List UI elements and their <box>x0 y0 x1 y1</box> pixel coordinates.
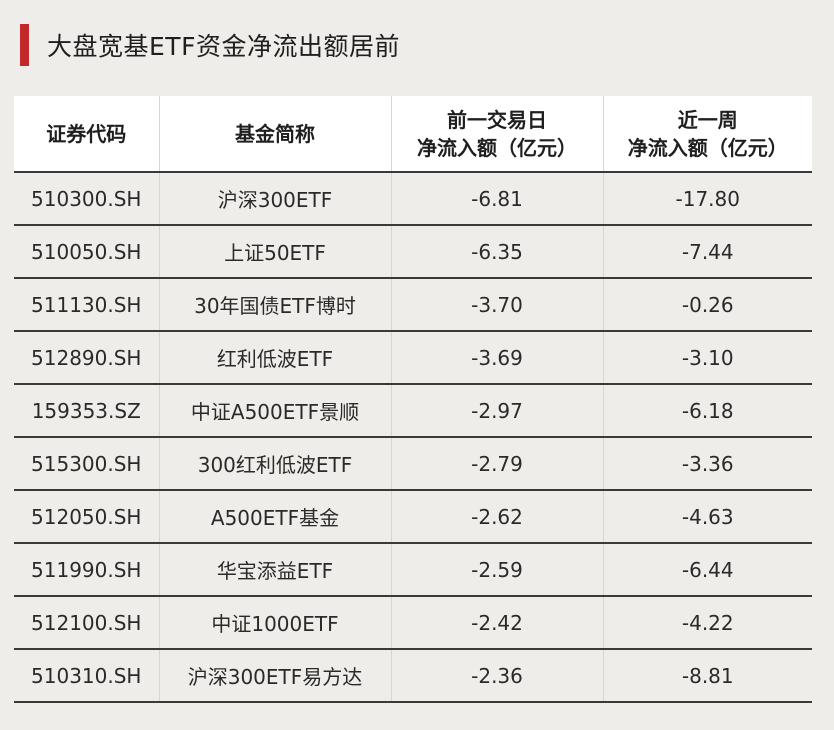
cell-name: 30年国债ETF博时 <box>159 278 392 331</box>
cell-name: 沪深300ETF <box>159 172 392 225</box>
cell-name: 中证A500ETF景顺 <box>159 384 392 437</box>
cell-day: -2.59 <box>391 543 604 596</box>
title-accent-bar <box>20 24 29 66</box>
cell-code: 511130.SH <box>14 278 160 331</box>
table-row: 511130.SH 30年国债ETF博时 -3.70 -0.26 <box>14 278 812 331</box>
cell-week: -3.36 <box>681 451 734 476</box>
header-code: 证券代码 <box>14 96 160 172</box>
cell-week: -4.22 <box>681 610 734 635</box>
cell-code: 510050.SH <box>14 225 160 278</box>
table-row: 511990.SH 华宝添益ETF -2.59 -6.44 <box>14 543 812 596</box>
cell-day: -2.36 <box>391 649 604 702</box>
cell-day: -6.81 <box>391 172 604 225</box>
table-header-row: 证券代码 基金简称 前一交易日 净流入额（亿元） 近一周 净流入额（亿元） <box>14 96 812 172</box>
cell-code: 512890.SH <box>14 331 160 384</box>
cell-week: -4.63 <box>681 504 734 529</box>
cell-code: 510310.SH <box>14 649 160 702</box>
cell-code: 515300.SH <box>14 437 160 490</box>
cell-name: A500ETF基金 <box>159 490 392 543</box>
title-bar: 大盘宽基ETF资金净流出额居前 <box>20 24 400 66</box>
cell-day: -2.42 <box>391 596 604 649</box>
cell-code: 511990.SH <box>14 543 160 596</box>
table-row: 510050.SH 上证50ETF -6.35 -7.44 <box>14 225 812 278</box>
header-day-inflow: 前一交易日 净流入额（亿元） <box>391 96 604 172</box>
cell-week: -8.81 <box>681 663 734 688</box>
table-row: 512100.SH 中证1000ETF -2.42 -4.22 <box>14 596 812 649</box>
cell-week: -17.80 <box>675 186 740 211</box>
cell-name: 红利低波ETF <box>159 331 392 384</box>
cell-name: 中证1000ETF <box>159 596 392 649</box>
page-title: 大盘宽基ETF资金净流出额居前 <box>47 32 400 61</box>
cell-week: -3.10 <box>681 345 734 370</box>
table-row: 512050.SH A500ETF基金 -2.62 -4.63 <box>14 490 812 543</box>
table-row: 510300.SH 沪深300ETF -6.81 -17.80 <box>14 172 812 225</box>
cell-day: -6.35 <box>391 225 604 278</box>
cell-code: 512100.SH <box>14 596 160 649</box>
cell-week: -0.26 <box>681 292 734 317</box>
cell-code: 512050.SH <box>14 490 160 543</box>
table-row: 512890.SH 红利低波ETF -3.69 -3.10 <box>14 331 812 384</box>
header-name: 基金简称 <box>159 96 392 172</box>
cell-day: -3.70 <box>391 278 604 331</box>
cell-week: -6.44 <box>681 557 734 582</box>
table-row: 159353.SZ 中证A500ETF景顺 -2.97 -6.18 <box>14 384 812 437</box>
cell-name: 上证50ETF <box>159 225 392 278</box>
cell-day: -2.97 <box>391 384 604 437</box>
cell-code: 510300.SH <box>14 172 160 225</box>
table-row: 510310.SH 沪深300ETF易方达 -2.36 -8.81 <box>14 649 812 702</box>
cell-name: 华宝添益ETF <box>159 543 392 596</box>
cell-week: -6.18 <box>681 398 734 423</box>
cell-name: 沪深300ETF易方达 <box>159 649 392 702</box>
etf-outflow-table: 证券代码 基金简称 前一交易日 净流入额（亿元） 近一周 净流入额（亿元） 51… <box>14 96 812 703</box>
header-week-inflow: 近一周 净流入额（亿元） <box>603 96 812 172</box>
cell-name: 300红利低波ETF <box>159 437 392 490</box>
cell-code: 159353.SZ <box>14 384 160 437</box>
cell-day: -3.69 <box>391 331 604 384</box>
cell-week: -7.44 <box>681 239 734 264</box>
table-row: 515300.SH 300红利低波ETF -2.79 -3.36 <box>14 437 812 490</box>
cell-day: -2.62 <box>391 490 604 543</box>
cell-day: -2.79 <box>391 437 604 490</box>
